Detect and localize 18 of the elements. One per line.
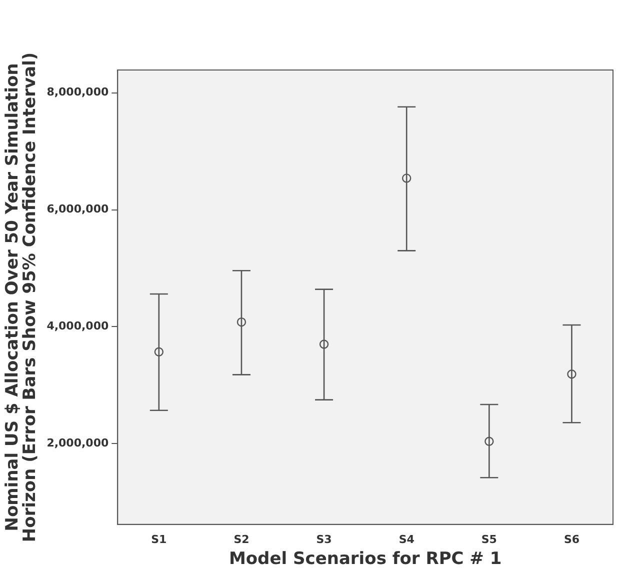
y-axis-title: Nominal US $ Allocation Over 50 Year Simulation Horizon (Error Bars Show 95% Confidence Interval) — [2, 52, 40, 542]
y-tick-label: 4,000,000 — [46, 320, 109, 333]
point — [567, 370, 576, 379]
x-tick-label: S3 — [316, 532, 332, 546]
y-tick-label: 8,000,000 — [46, 86, 109, 99]
y-tick-label: 2,000,000 — [46, 436, 109, 450]
point — [236, 317, 246, 327]
point — [484, 436, 494, 446]
x-tick-label: S6 — [564, 532, 580, 546]
x-tick-label: S2 — [234, 532, 250, 546]
y-tick-label: 6,000,000 — [46, 202, 109, 216]
point — [402, 174, 412, 183]
x-tick-label: S5 — [481, 532, 497, 546]
point — [319, 340, 329, 349]
x-axis-title: Model Scenarios for RPC # 1 — [228, 549, 502, 570]
point — [154, 347, 164, 356]
x-tick-label: S4 — [398, 532, 415, 546]
x-tick-label: S1 — [151, 532, 167, 546]
